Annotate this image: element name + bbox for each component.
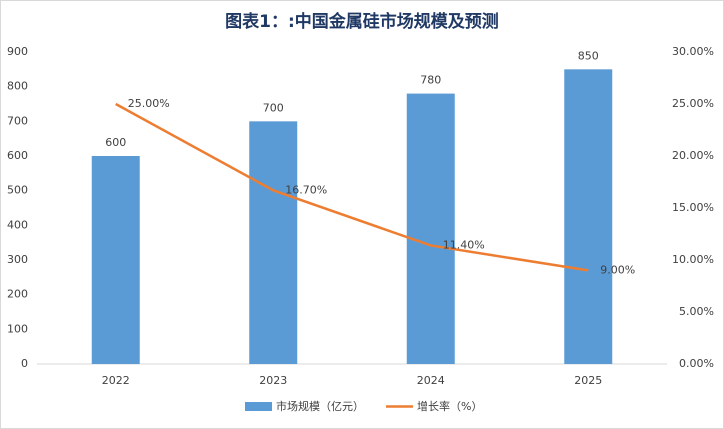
y-tick-label: 300 xyxy=(7,253,28,266)
chart-title: 图表1：:中国金属硅市场规模及预测 xyxy=(225,11,499,32)
bar-value-label: 850 xyxy=(578,49,599,62)
y-tick-label: 100 xyxy=(7,322,28,335)
bar xyxy=(249,121,298,364)
x-tick-label: 2025 xyxy=(574,374,602,387)
y2-tick-label: 30.00% xyxy=(672,45,714,58)
bar-value-label: 700 xyxy=(263,101,284,114)
x-tick-label: 2024 xyxy=(417,374,445,387)
y2-tick-label: 25.00% xyxy=(672,97,714,110)
y-tick-label: 200 xyxy=(7,288,28,301)
y2-tick-label: 20.00% xyxy=(672,149,714,162)
y-tick-label: 0 xyxy=(21,357,28,370)
y-tick-label: 600 xyxy=(7,149,28,162)
bar xyxy=(564,69,613,364)
line-value-label: 11.40% xyxy=(443,238,485,251)
bar xyxy=(406,93,455,364)
y-tick-label: 700 xyxy=(7,114,28,127)
line xyxy=(115,102,589,272)
x-tick-label: 2022 xyxy=(102,374,130,387)
y2-tick-label: 5.00% xyxy=(679,305,714,318)
y2-tick-label: 0.00% xyxy=(679,357,714,370)
legend-swatch xyxy=(245,402,272,411)
bar-value-label: 780 xyxy=(420,74,441,87)
y-tick-label: 500 xyxy=(7,184,28,197)
y2-tick-label: 10.00% xyxy=(672,253,714,266)
line-value-label: 25.00% xyxy=(128,97,170,110)
line-value-label: 9.00% xyxy=(600,263,635,276)
line-value-label: 16.70% xyxy=(285,183,327,196)
legend-label: 增长率（%） xyxy=(417,399,482,413)
legend-label: 市场规模（亿元） xyxy=(276,399,364,413)
y-tick-label: 800 xyxy=(7,80,28,93)
y-tick-label: 400 xyxy=(7,218,28,231)
x-tick-label: 2023 xyxy=(259,374,287,387)
y-tick-label: 900 xyxy=(7,45,28,58)
bar-value-label: 600 xyxy=(105,136,126,149)
y2-tick-label: 15.00% xyxy=(672,201,714,214)
bar xyxy=(91,156,140,364)
